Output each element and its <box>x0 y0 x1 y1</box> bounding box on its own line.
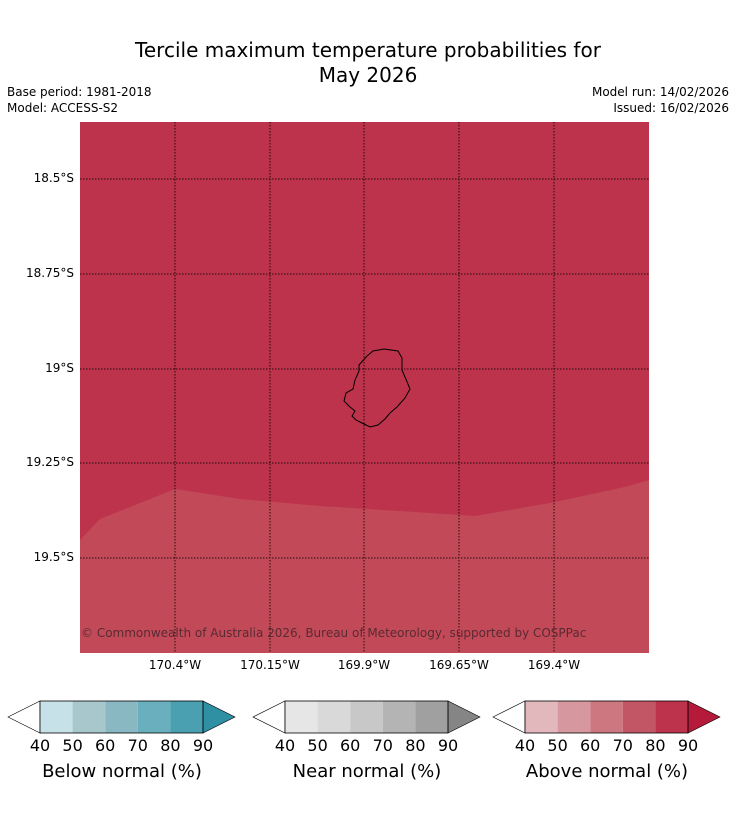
near-tick-80: 80 <box>405 736 426 755</box>
below-tick-80: 80 <box>160 736 181 755</box>
below-swatch-70-80 <box>137 701 171 733</box>
below-tick-90: 90 <box>192 736 214 755</box>
near-swatch-70-80 <box>382 701 416 733</box>
issued-date: Issued: 16/02/2026 <box>613 101 729 115</box>
below-swatch-60-70 <box>105 701 138 733</box>
above-tick-40: 40 <box>514 736 536 755</box>
below-swatch-80-90 <box>170 701 203 733</box>
below-extend-low <box>7 700 41 734</box>
above-swatch-60-70 <box>590 701 623 733</box>
above-swatch-50-60 <box>557 701 591 733</box>
above-swatch-80-90 <box>655 701 688 733</box>
above-normal-colorbar <box>492 700 721 734</box>
lat-label-18-75: 18.75°S <box>26 266 74 280</box>
above-tick-50: 50 <box>547 736 568 755</box>
near-normal-colorbar <box>252 700 481 734</box>
near-swatch-40-50 <box>285 701 318 733</box>
lat-label-18-5: 18.5°S <box>33 171 74 185</box>
lon-label-170-15: 170.15°W <box>240 658 300 672</box>
graticule <box>80 122 649 653</box>
near-swatch-60-70 <box>350 701 383 733</box>
lon-label-169-9: 169.9°W <box>337 658 391 672</box>
above-extend-low <box>492 700 526 734</box>
lat-label-19: 19°S <box>45 361 74 375</box>
map-title: Tercile maximum temperature probabilitie… <box>0 38 736 88</box>
title-line-2: May 2026 <box>318 63 418 87</box>
below-normal-colorbar <box>7 700 236 734</box>
model-run: Model run: 14/02/2026 <box>591 85 729 99</box>
near-tick-60: 60 <box>340 736 361 755</box>
above-tick-60: 60 <box>580 736 601 755</box>
niue-island-outline <box>343 348 411 428</box>
below-swatch-50-60 <box>72 701 106 733</box>
lat-label-19-5: 19.5°S <box>33 550 74 564</box>
above-normal-label: Above normal (%) <box>525 761 689 782</box>
near-colorbar-frame <box>284 700 449 734</box>
model-name: Model: ACCESS-S2 <box>7 101 119 115</box>
base-period: Base period: 1981-2018 <box>7 85 152 99</box>
near-extend-low <box>252 700 286 734</box>
below-tick-70: 70 <box>127 736 148 755</box>
probability-map <box>80 122 649 653</box>
meta-right: Model run: 14/02/2026 Issued: 16/02/2026 <box>592 84 729 116</box>
lat-label-19-25: 19.25°S <box>26 455 74 469</box>
below-tick-40: 40 <box>29 736 51 755</box>
near-tick-90: 90 <box>437 736 459 755</box>
below-extend-high <box>202 700 236 734</box>
near-tick-40: 40 <box>274 736 296 755</box>
above-swatch-70-80 <box>622 701 656 733</box>
title-line-1: Tercile maximum temperature probabilitie… <box>135 38 601 62</box>
below-colorbar-frame <box>39 700 204 734</box>
above-colorbar-frame <box>524 700 689 734</box>
copyright-notice: © Commonwealth of Australia 2026, Bureau… <box>81 626 587 640</box>
above-tick-80: 80 <box>645 736 666 755</box>
lon-label-169-65: 169.65°W <box>429 658 489 672</box>
below-normal-label: Below normal (%) <box>42 761 202 782</box>
above-swatch-40-50 <box>525 701 558 733</box>
above-tick-70: 70 <box>612 736 633 755</box>
near-tick-50: 50 <box>307 736 328 755</box>
above-tick-90: 90 <box>677 736 699 755</box>
near-normal-label: Near normal (%) <box>292 761 442 782</box>
near-swatch-50-60 <box>317 701 351 733</box>
above-extend-high <box>687 700 721 734</box>
below-tick-60: 60 <box>95 736 116 755</box>
near-swatch-80-90 <box>415 701 448 733</box>
near-extend-high <box>447 700 481 734</box>
near-tick-70: 70 <box>372 736 393 755</box>
meta-left: Base period: 1981-2018 Model: ACCESS-S2 <box>7 84 152 116</box>
lon-label-170-4: 170.4°W <box>148 658 202 672</box>
lon-label-169-4: 169.4°W <box>527 658 581 672</box>
below-tick-50: 50 <box>62 736 83 755</box>
below-swatch-40-50 <box>40 701 73 733</box>
